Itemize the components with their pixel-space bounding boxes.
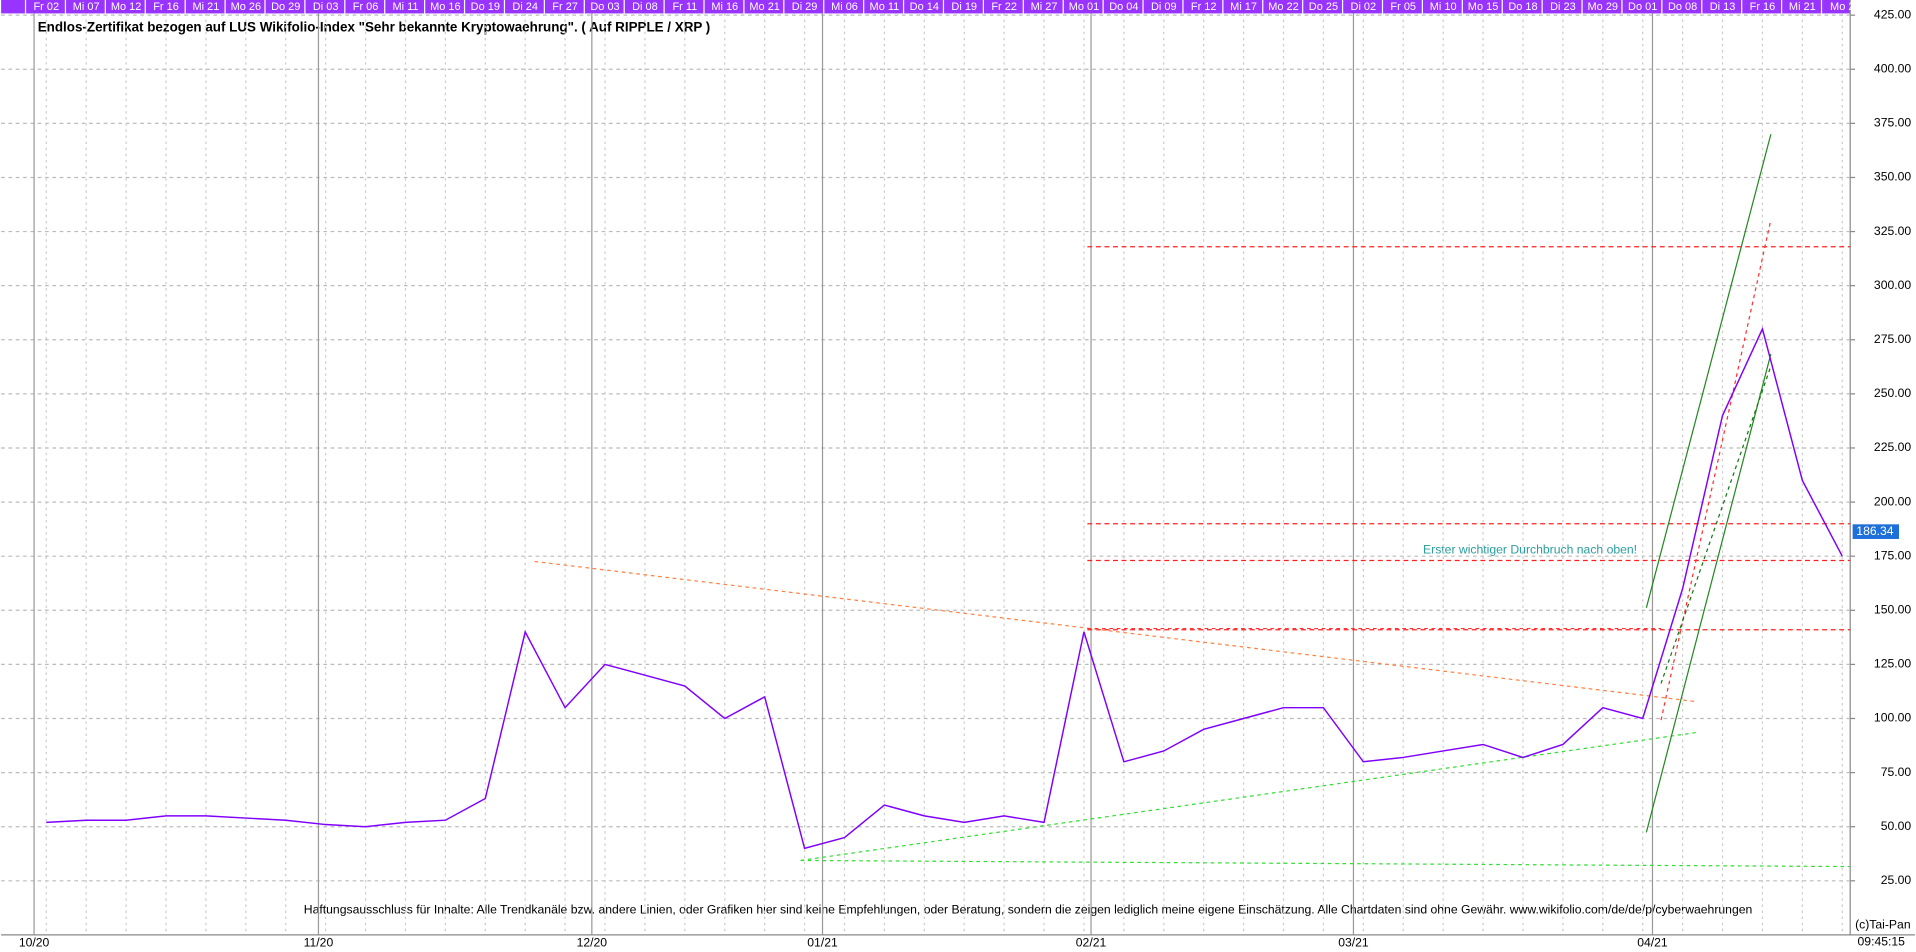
x-tick-label: Do 08 [1668, 1, 1697, 13]
x-tick-label: Fr 22 [991, 1, 1017, 13]
x-tick-label: Do 03 [590, 1, 619, 13]
last-value-box [1852, 524, 1900, 539]
x-tick-label: Do 29 [271, 1, 300, 13]
y-tick-label: 225.00 [1874, 440, 1911, 454]
disclaimer: Haftungsausschluss für Inhalte: Alle Tre… [304, 903, 1753, 917]
x-tick-label: Mo 16 [430, 1, 461, 13]
x-tick-label: Mi 07 [73, 1, 100, 13]
x-tick-label: Mo 21 [749, 1, 780, 13]
x-tick-label: Mo 12 [111, 1, 142, 13]
x-tick-label: Mo 22 [1268, 1, 1299, 13]
x-tick-label: Do 14 [910, 1, 939, 13]
y-tick-label: 150.00 [1874, 603, 1911, 617]
x-tick-label: Fr 02 [33, 1, 59, 13]
trend-line [1660, 365, 1772, 684]
time: 09:45:15 [1858, 934, 1906, 948]
x-tick-label: Mo 01 [1069, 1, 1100, 13]
y-tick-label: 375.00 [1874, 116, 1911, 130]
x-tick-label: Di 02 [1351, 1, 1377, 13]
x-tick-label: Mi 17 [1230, 1, 1257, 13]
x-tick-label: Fr 12 [1191, 1, 1217, 13]
x-tick-label: Mi 21 [193, 1, 220, 13]
y-tick-label: 200.00 [1874, 494, 1911, 508]
x-tick-label: Di 24 [512, 1, 538, 13]
trend-line [1660, 219, 1772, 721]
x-tick-label: Di 19 [951, 1, 977, 13]
x-tick-label: Do 04 [1109, 1, 1138, 13]
x-tick-label: Mi 11 [392, 1, 418, 13]
y-tick-label: 250.00 [1874, 386, 1911, 400]
y-tick-label: 75.00 [1881, 765, 1912, 779]
month-label: 01/21 [807, 936, 838, 950]
x-tick-label: Do 19 [471, 1, 500, 13]
x-tick-label: Di 29 [792, 1, 818, 13]
month-label: 12/20 [577, 936, 608, 950]
x-tick-label: Mo 2 [1830, 1, 1854, 13]
y-tick-label: 425.00 [1874, 7, 1911, 21]
copyright: (c)Tai-Pan [1855, 917, 1911, 931]
trend-line [800, 731, 1698, 862]
x-tick-label: Do 01 [1628, 1, 1657, 13]
x-tick-label: Di 23 [1550, 1, 1576, 13]
y-tick-label: 350.00 [1874, 170, 1911, 184]
x-tick-label: Di 13 [1710, 1, 1736, 13]
x-tick-label: Mo 29 [1588, 1, 1619, 13]
x-tick-label: Di 09 [1151, 1, 1177, 13]
x-tick-label: Di 08 [632, 1, 658, 13]
x-tick-label: Fr 06 [353, 1, 379, 13]
month-label: 11/20 [304, 936, 334, 950]
x-tick-label: Fr 16 [1750, 1, 1776, 13]
x-tick-label: Mi 06 [831, 1, 858, 13]
y-tick-label: 275.00 [1874, 332, 1911, 346]
x-tick-label: Fr 05 [1390, 1, 1416, 13]
x-tick-label: Fr 11 [672, 1, 697, 13]
x-tick-label: Mi 21 [1789, 1, 1816, 13]
month-label: 04/21 [1637, 936, 1668, 950]
month-label: 03/21 [1338, 936, 1369, 950]
x-tick-label: Do 18 [1508, 1, 1537, 13]
x-tick-label: Di 03 [313, 1, 339, 13]
x-tick-label: Fr 16 [153, 1, 179, 13]
x-tick-label: Mi 27 [1031, 1, 1058, 13]
y-tick-label: 400.00 [1874, 61, 1911, 75]
x-tick-label: Mi 10 [1430, 1, 1457, 13]
y-tick-label: 50.00 [1881, 819, 1912, 833]
x-tick-label: Mo 11 [870, 1, 900, 13]
month-label: 02/21 [1076, 936, 1107, 950]
trend-line [800, 859, 1851, 868]
y-tick-label: 25.00 [1881, 873, 1912, 887]
x-tick-label: Mo 26 [231, 1, 262, 13]
date-bar [1, 0, 1851, 14]
y-tick-label: 125.00 [1874, 657, 1911, 671]
annotation: Erster wichtiger Durchbruch nach oben! [1423, 543, 1637, 557]
x-tick-label: Mi 16 [711, 1, 738, 13]
trend-line [1645, 353, 1772, 833]
y-tick-label: 300.00 [1874, 278, 1911, 292]
last-value-label: 186.34 [1856, 524, 1893, 538]
month-label: 10/20 [19, 936, 50, 950]
x-tick-label: Mo 15 [1468, 1, 1499, 13]
trend-line [1645, 134, 1772, 608]
chart-title: Endlos-Zertifikat bezogen auf LUS Wikifo… [38, 20, 711, 35]
price-line [46, 326, 1843, 850]
x-tick-label: Do 25 [1309, 1, 1338, 13]
trend-line [534, 560, 1698, 703]
y-tick-label: 100.00 [1874, 711, 1911, 725]
x-tick-label: Fr 27 [552, 1, 578, 13]
y-tick-label: 175.00 [1874, 548, 1911, 562]
y-tick-label: 325.00 [1874, 224, 1911, 238]
